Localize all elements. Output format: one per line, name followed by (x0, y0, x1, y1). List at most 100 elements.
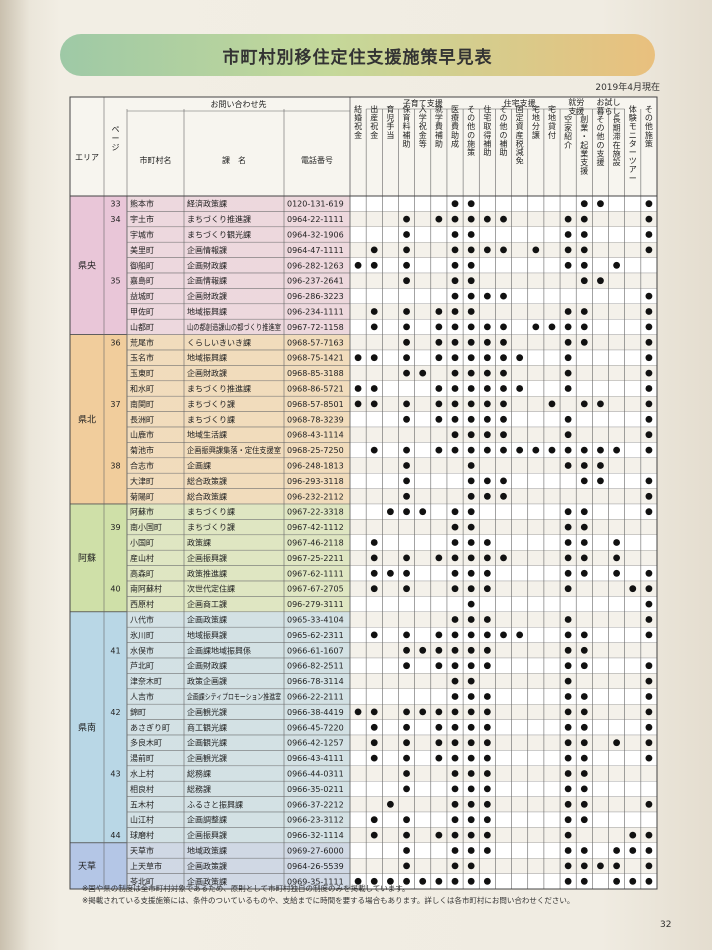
support-dot (451, 754, 459, 762)
row-phone: 0968-25-7250 (287, 446, 344, 455)
support-dot (580, 770, 588, 777)
footnote: ※掲載されている支援施策には、条件のついているものや、支給までに時間を要する場合… (82, 896, 575, 905)
support-dot (564, 800, 572, 808)
column-header: モ (629, 122, 637, 131)
row-municipality: 御船町 (130, 260, 154, 270)
column-header: 金 (419, 130, 427, 140)
column-header: の (467, 114, 475, 123)
support-dot (467, 800, 475, 808)
row-municipality: 山江村 (130, 815, 154, 825)
footnotes: ※国や県の制度は全市町村対象であるため、原則として市町村独自の制度のみを掲載して… (82, 883, 682, 907)
support-dot (403, 831, 410, 839)
support-dot (403, 246, 410, 254)
support-dot (645, 569, 653, 577)
column-header: 業 (580, 123, 588, 133)
column-header: 金 (354, 130, 362, 140)
row-phone: 0965-62-2311 (287, 631, 344, 640)
row-phone: 0968-75-1421 (287, 354, 344, 363)
support-dot (580, 338, 588, 346)
support-dot (435, 215, 443, 223)
support-dot (564, 462, 572, 469)
row-phone: 0968-85-3188 (287, 369, 344, 378)
support-dot (645, 723, 653, 731)
column-header: 当 (386, 130, 394, 140)
contact-header: お問い合わせ先 (211, 99, 267, 109)
area-label: 県央 (78, 259, 96, 271)
support-dot (451, 215, 459, 223)
support-dot (467, 646, 475, 654)
support-dot (467, 616, 475, 623)
column-header: 産 (516, 130, 524, 140)
support-dot (483, 400, 491, 408)
support-dot (370, 554, 378, 562)
column-header: 助 (451, 130, 459, 140)
support-dot (451, 631, 459, 639)
column-header: ー (629, 174, 637, 183)
page-header: ー (112, 134, 120, 143)
column-header: 金 (370, 130, 378, 140)
column-header: 出 (370, 104, 378, 114)
column-header: の (596, 124, 604, 133)
column-header: タ (629, 139, 637, 148)
row-section: 政策企画課 (187, 676, 227, 686)
support-dot (500, 415, 507, 423)
support-dot (580, 847, 588, 854)
page-number: 32 (660, 920, 672, 930)
support-dot (645, 354, 653, 362)
row-section: 総合政策課 (187, 476, 227, 486)
support-dot (370, 246, 378, 254)
support-dot (613, 862, 621, 870)
support-dot (564, 415, 572, 423)
support-dot (451, 308, 459, 315)
support-dot (500, 492, 507, 500)
column-header: 成 (451, 138, 459, 148)
column-header: の (596, 141, 604, 150)
support-dot (467, 662, 475, 670)
row-marks-bg (349, 195, 658, 212)
row-municipality: 湯前町 (130, 753, 154, 763)
support-dot (403, 708, 410, 716)
row-marks-bg (349, 734, 658, 751)
support-dot (580, 662, 588, 670)
row-section: ふるさと振興課 (187, 799, 243, 809)
row-phone: 0967-42-1112 (287, 523, 344, 532)
row-phone: 0966-38-4419 (287, 708, 344, 717)
support-dot (564, 215, 572, 223)
column-header: の (500, 131, 508, 140)
column-header: 介 (564, 141, 572, 150)
row-municipality: 熊本市 (130, 199, 154, 209)
support-dot (500, 446, 507, 454)
row-marks-bg (349, 272, 658, 289)
support-dot (645, 215, 653, 223)
column-header: 学 (419, 113, 427, 123)
support-dot (564, 508, 572, 516)
support-dot (629, 585, 637, 593)
row-phone: 0966-61-1607 (287, 646, 344, 655)
column-header: 地 (532, 113, 540, 123)
support-dot (645, 292, 653, 300)
area-header: エリア (75, 153, 99, 162)
support-dot (564, 816, 572, 824)
row-section: まちづくり観光課 (187, 230, 251, 240)
support-dot (597, 200, 604, 208)
support-dot (354, 261, 362, 269)
column-header: そ (645, 105, 653, 114)
column-header: 空 (564, 114, 572, 124)
support-dot (580, 754, 588, 762)
column-header: そ (596, 115, 604, 124)
support-dot (483, 770, 491, 777)
support-dot (548, 323, 556, 331)
support-dot (532, 246, 540, 254)
support-dot (467, 554, 475, 562)
support-dot (645, 616, 653, 623)
support-dot (483, 693, 491, 700)
support-dot (613, 554, 621, 562)
support-dot (500, 631, 507, 639)
row-municipality: 阿蘇市 (130, 507, 154, 517)
support-dot (451, 708, 459, 716)
column-header: 住 (483, 104, 491, 114)
support-dot (467, 369, 475, 377)
support-dot (483, 708, 491, 716)
support-dot (370, 354, 378, 362)
title-banner: 市町村別移住定住支援施策早見表 (60, 34, 655, 76)
